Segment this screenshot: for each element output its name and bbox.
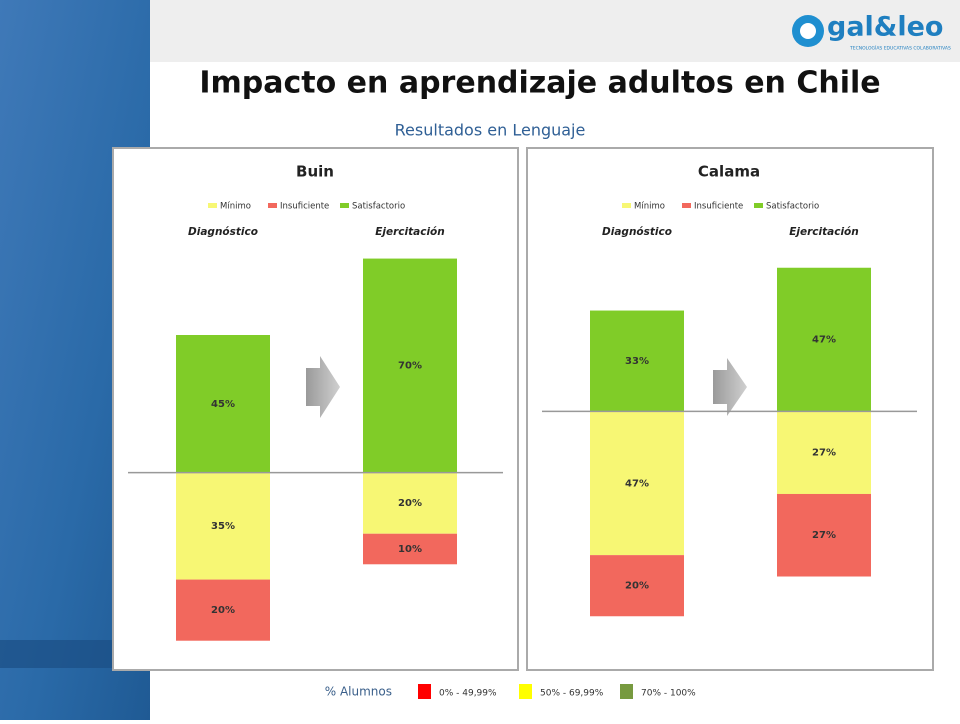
data-label: 10% xyxy=(398,544,422,555)
bar xyxy=(363,258,457,473)
x-tick-label: Diagnóstico xyxy=(602,226,672,238)
data-label: 47% xyxy=(812,335,836,346)
legend-label: Insuficiente xyxy=(694,202,743,212)
logo-tagline: TECNOLOGÍAS EDUCATIVAS COLABORATIVAS xyxy=(849,45,951,52)
data-label: 45% xyxy=(211,399,235,410)
x-tick-label: Ejercitación xyxy=(789,226,859,238)
logo-text: gal&leo xyxy=(827,12,943,43)
legend-swatch xyxy=(208,203,217,208)
bar xyxy=(590,555,684,617)
data-label: 35% xyxy=(211,521,235,532)
legend-swatch xyxy=(268,203,277,208)
bar xyxy=(363,533,457,565)
data-label: 27% xyxy=(812,530,836,541)
x-tick-label: Diagnóstico xyxy=(188,226,258,238)
slide-subtitle: Resultados en Lenguaje xyxy=(395,121,586,140)
legend-label: 70% - 100% xyxy=(641,689,696,699)
chart-panel xyxy=(112,147,519,671)
data-label: 20% xyxy=(211,605,235,616)
legend-label: Satisfactorio xyxy=(352,202,405,212)
data-label: 20% xyxy=(625,581,649,592)
bar xyxy=(176,335,270,473)
legend-swatch xyxy=(682,203,691,208)
legend-label: Insuficiente xyxy=(280,202,329,212)
legend-swatch xyxy=(754,203,763,208)
logo: gal&leo TECNOLOGÍAS EDUCATIVAS COLABORAT… xyxy=(792,12,951,52)
bar xyxy=(363,472,457,534)
data-label: 70% xyxy=(398,361,422,372)
legend-label: Mínimo xyxy=(220,202,251,212)
logo-icon xyxy=(800,23,816,39)
bar xyxy=(590,411,684,556)
slide-title: Impacto en aprendizaje adultos en Chile xyxy=(199,66,880,101)
legend-label: Satisfactorio xyxy=(766,202,819,212)
legend-swatch xyxy=(519,684,532,699)
bar xyxy=(777,411,871,494)
legend-label: 50% - 69,99% xyxy=(540,689,604,699)
x-tick-label: Ejercitación xyxy=(375,226,445,238)
bar xyxy=(176,579,270,641)
legend-label: Mínimo xyxy=(634,202,665,212)
legend-title: % Alumnos xyxy=(325,685,392,699)
legend-swatch xyxy=(622,203,631,208)
legend-label: 0% - 49,99% xyxy=(439,689,497,699)
arrow xyxy=(306,356,340,418)
data-label: 33% xyxy=(625,356,649,367)
data-label: 47% xyxy=(625,478,649,489)
data-label: 20% xyxy=(398,498,422,509)
header-band xyxy=(150,0,960,62)
data-label: 27% xyxy=(812,448,836,459)
bar xyxy=(777,267,871,412)
bar xyxy=(777,493,871,577)
legend-swatch xyxy=(418,684,431,699)
bar xyxy=(590,310,684,412)
chart-title: Calama xyxy=(698,163,760,181)
chart-title: Buin xyxy=(296,163,334,181)
bar xyxy=(176,472,270,580)
legend-swatch xyxy=(620,684,633,699)
arrow xyxy=(713,358,747,416)
legend-swatch xyxy=(340,203,349,208)
